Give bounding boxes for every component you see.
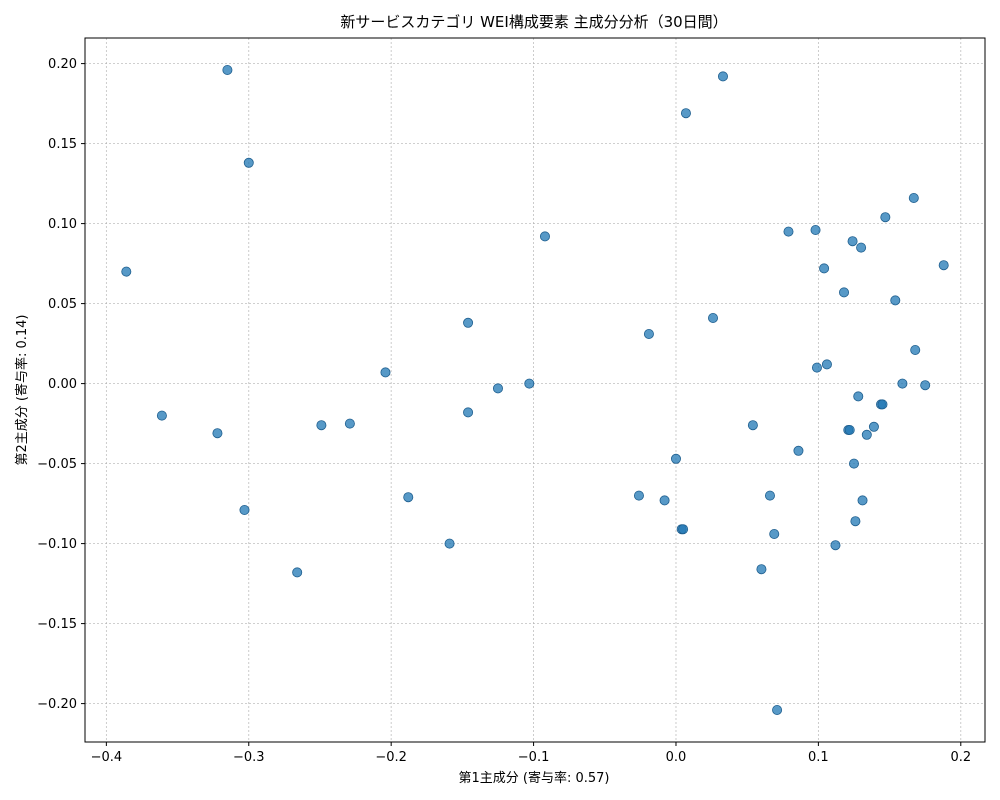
scatter-point bbox=[463, 407, 474, 418]
x-tick-label: −0.2 bbox=[375, 750, 407, 765]
x-axis-ticks: −0.4 −0.3 −0.2 −0.1 0.0 0.1 0.2 bbox=[91, 742, 971, 765]
x-tick-label: 0.1 bbox=[808, 750, 829, 765]
scatter-point bbox=[848, 458, 859, 469]
scatter-point bbox=[868, 421, 879, 432]
x-tick-label: −0.4 bbox=[91, 750, 123, 765]
scatter-point bbox=[670, 453, 681, 464]
scatter-point bbox=[444, 538, 455, 549]
scatter-point bbox=[890, 295, 901, 306]
scatter-point bbox=[856, 242, 867, 253]
scatter-point bbox=[539, 231, 550, 242]
scatter-point bbox=[857, 495, 868, 506]
scatter-point bbox=[222, 65, 233, 76]
y-tick-label: −0.05 bbox=[37, 457, 77, 472]
plot-frame bbox=[84, 37, 986, 743]
scatter-point bbox=[747, 420, 758, 431]
x-tick-label: −0.1 bbox=[518, 750, 550, 765]
scatter-point bbox=[821, 359, 832, 370]
scatter-point bbox=[847, 236, 858, 247]
scatter-point bbox=[877, 399, 888, 410]
y-tick-label: −0.20 bbox=[37, 697, 77, 712]
scatter-point bbox=[492, 383, 503, 394]
scatter-point bbox=[810, 224, 821, 235]
scatter-point bbox=[880, 212, 891, 223]
scatter-point bbox=[920, 380, 931, 391]
scatter-point bbox=[793, 445, 804, 456]
scatter-point bbox=[659, 495, 670, 506]
scatter-point bbox=[938, 260, 949, 271]
scatter-point bbox=[403, 492, 414, 503]
y-tick-label: −0.15 bbox=[37, 617, 77, 632]
scatter-point bbox=[819, 263, 830, 274]
y-axis-ticks: −0.20 −0.15 −0.10 −0.05 0.00 0.05 0.10 0.15 0.20 bbox=[37, 57, 85, 712]
data-points bbox=[121, 65, 949, 716]
x-tick-label: 0.2 bbox=[950, 750, 971, 765]
scatter-point bbox=[769, 529, 780, 540]
scatter-point bbox=[380, 367, 391, 378]
scatter-point bbox=[524, 378, 535, 389]
scatter-point bbox=[811, 362, 822, 373]
x-tick-label: 0.0 bbox=[666, 750, 687, 765]
scatter-point bbox=[764, 490, 775, 501]
scatter-point bbox=[678, 524, 689, 535]
scatter-point bbox=[680, 108, 691, 119]
y-tick-label: 0.00 bbox=[48, 377, 77, 392]
x-axis-label: 第1主成分 (寄与率: 0.57) bbox=[458, 770, 609, 786]
scatter-point bbox=[121, 266, 132, 277]
scatter-point bbox=[830, 540, 841, 551]
scatter-point bbox=[243, 157, 254, 168]
scatter-point bbox=[844, 424, 855, 435]
scatter-point bbox=[772, 705, 783, 716]
scatter-point bbox=[850, 516, 861, 527]
y-tick-label: 0.10 bbox=[48, 217, 77, 232]
scatter-point bbox=[908, 192, 919, 203]
scatter-point bbox=[292, 567, 303, 578]
x-tick-label: −0.3 bbox=[233, 750, 265, 765]
y-tick-label: 0.15 bbox=[48, 137, 77, 152]
grid-lines bbox=[85, 38, 985, 742]
scatter-point bbox=[212, 428, 223, 439]
scatter-point bbox=[156, 410, 167, 421]
y-tick-label: 0.05 bbox=[48, 297, 77, 312]
y-axis-label: 第2主成分 (寄与率: 0.14) bbox=[14, 314, 30, 465]
scatter-point bbox=[344, 418, 355, 429]
scatter-point bbox=[463, 317, 474, 328]
y-tick-label: −0.10 bbox=[37, 537, 77, 552]
scatter-point bbox=[708, 312, 719, 323]
scatter-point bbox=[910, 344, 921, 355]
scatter-point bbox=[756, 564, 767, 575]
chart-title: 新サービスカテゴリ WEI構成要素 主成分分析（30日間） bbox=[340, 13, 727, 31]
scatter-point bbox=[897, 378, 908, 389]
scatter-point bbox=[316, 420, 327, 431]
scatter-point bbox=[633, 490, 644, 501]
scatter-point bbox=[783, 226, 794, 237]
scatter-point bbox=[839, 287, 850, 298]
scatter-point bbox=[717, 71, 728, 82]
scatter-point bbox=[853, 391, 864, 402]
scatter-point bbox=[643, 328, 654, 339]
y-tick-label: 0.20 bbox=[48, 57, 77, 72]
scatter-point bbox=[861, 429, 872, 440]
scatter-point bbox=[239, 504, 250, 515]
